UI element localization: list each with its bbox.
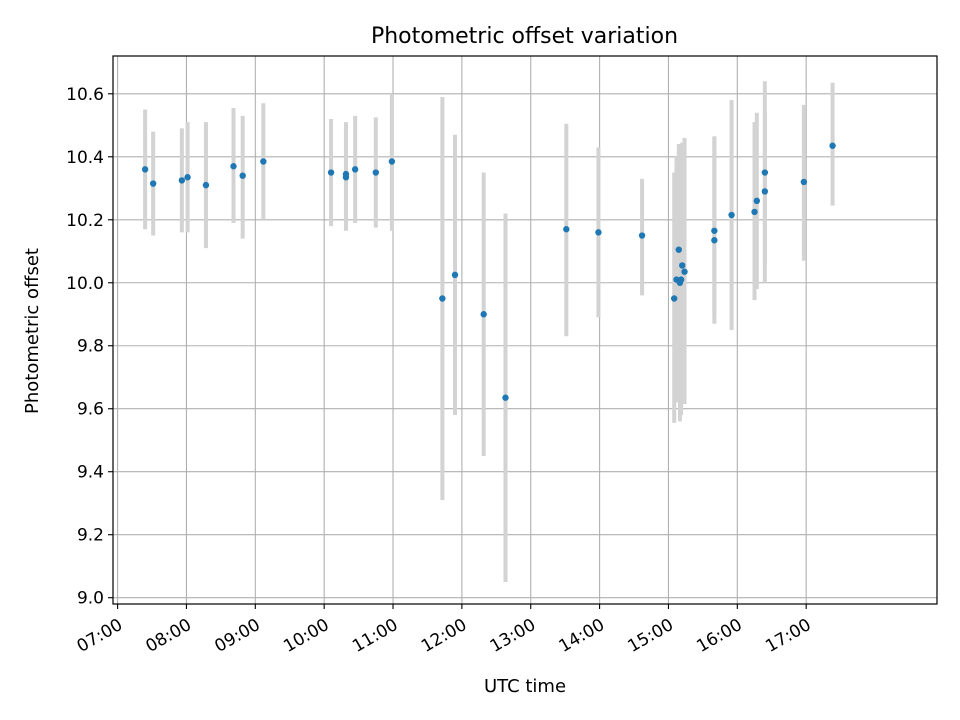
data-point <box>439 295 446 302</box>
data-point <box>751 208 758 216</box>
y-tick-label: 10.6 <box>66 85 104 105</box>
y-tick-label: 10.2 <box>66 211 104 231</box>
data-point <box>184 174 191 181</box>
data-point <box>711 237 718 244</box>
data-point <box>595 229 602 236</box>
y-tick-label: 10.4 <box>66 148 104 168</box>
y-axis-label: Photometric offset <box>22 248 43 414</box>
data-point <box>677 276 685 283</box>
y-tick-label: 9.0 <box>77 589 104 609</box>
data-point <box>563 226 570 233</box>
data-point <box>351 166 359 173</box>
x-axis-label: UTC time <box>484 676 566 697</box>
grid <box>113 56 937 604</box>
chart-title: Photometric offset variation <box>371 24 678 49</box>
data-point <box>327 169 335 176</box>
data-point <box>638 232 646 239</box>
x-tick-label: 10:00 <box>280 615 332 657</box>
data-point <box>260 158 267 165</box>
x-tick-label: 16:00 <box>693 615 745 657</box>
data-point <box>502 394 509 401</box>
x-tick-label: 09:00 <box>211 615 263 657</box>
y-tick-label: 9.4 <box>77 463 104 483</box>
data-point <box>388 158 396 165</box>
data-point <box>761 169 769 176</box>
data-point <box>239 172 246 179</box>
x-axis: 07:00 08:00 09:00 10:00 11:00 12:00 13:00 14:00… <box>74 604 815 657</box>
x-tick-label: 13:00 <box>487 615 539 657</box>
x-tick-label: 17:00 <box>762 615 814 657</box>
plot-frame <box>112 55 938 605</box>
x-tick-label: 12:00 <box>418 615 470 657</box>
y-axis: 9.0 9.2 9.4 9.6 9.8 10.0 10.2 10.4 10.6 <box>66 85 113 609</box>
x-tick-label: 07:00 <box>74 615 126 657</box>
y-tick-label: 10.0 <box>66 274 104 294</box>
data-point <box>230 163 237 170</box>
x-tick-label: 08:00 <box>143 615 195 657</box>
x-tick-label: 11:00 <box>349 615 401 657</box>
y-tick-label: 9.8 <box>77 337 104 357</box>
data-point <box>178 177 186 184</box>
y-tick-label: 9.2 <box>77 526 104 546</box>
data-point <box>202 181 210 189</box>
data-point <box>761 188 769 195</box>
data-point <box>679 262 686 269</box>
data-point <box>372 169 380 176</box>
data-point <box>451 271 459 279</box>
data-point <box>681 268 688 275</box>
y-tick-label: 9.6 <box>77 400 104 420</box>
data-points <box>141 142 836 401</box>
data-point <box>728 211 735 219</box>
data-point <box>141 166 149 173</box>
data-point <box>711 227 718 234</box>
x-tick-label: 15:00 <box>625 615 677 657</box>
data-point <box>342 174 350 181</box>
data-point <box>480 311 487 318</box>
x-tick-label: 14:00 <box>556 615 608 657</box>
data-point <box>670 295 678 302</box>
data-point <box>753 197 761 205</box>
data-point <box>675 246 682 253</box>
data-point <box>829 142 836 149</box>
data-point <box>800 178 808 186</box>
data-point <box>149 180 157 187</box>
